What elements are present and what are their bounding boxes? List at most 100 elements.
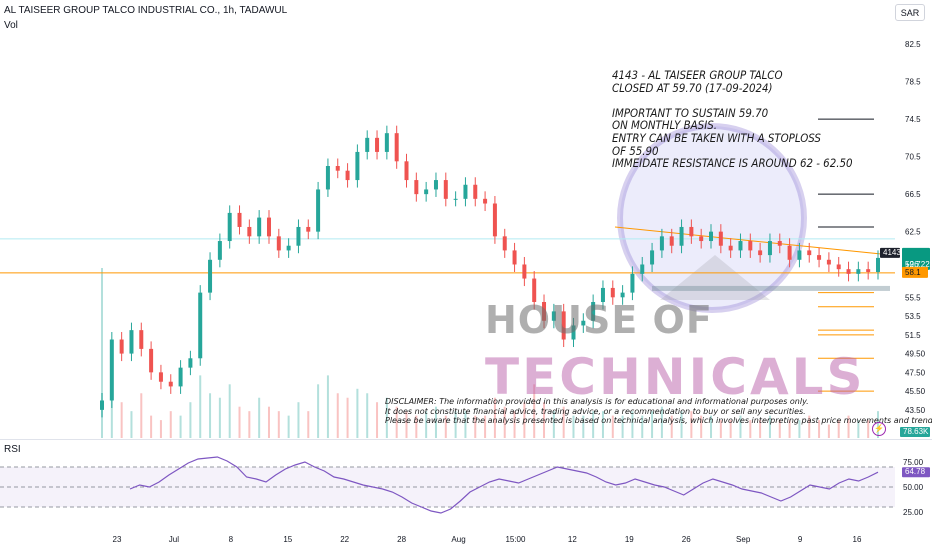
volume-bar: [425, 411, 428, 438]
volume-bar: [395, 406, 398, 438]
candle-body: [581, 320, 586, 326]
volume-bar: [307, 411, 310, 438]
candle-body: [699, 236, 704, 242]
volume-bar: [788, 420, 791, 438]
volume-indicator-label[interactable]: Vol: [4, 20, 18, 31]
symbol-title[interactable]: AL TAISEER GROUP TALCO INDUSTRIAL CO., 1…: [4, 5, 288, 16]
ticker-badge: 4143: [883, 248, 901, 257]
volume-badge: 78.63K: [903, 427, 929, 436]
candle-body: [522, 264, 527, 279]
candle-body: [876, 257, 880, 272]
candle-body: [433, 180, 438, 190]
candle-body: [728, 245, 733, 251]
volume-bar: [454, 411, 457, 438]
volume-bar: [818, 420, 821, 438]
volume-bar: [110, 384, 113, 438]
volume-bar: [356, 388, 359, 438]
volume-bar: [827, 424, 830, 438]
rsi-indicator-label[interactable]: RSI: [4, 444, 21, 455]
candle-body: [463, 184, 468, 199]
candle-body: [149, 348, 154, 373]
candle-body: [178, 367, 183, 387]
resistance-trendline[interactable]: [614, 226, 891, 256]
volume-bar: [592, 411, 595, 438]
candle-body: [492, 203, 497, 237]
y-tick-label: 78.5: [905, 78, 921, 87]
volume-bar: [562, 406, 565, 438]
volume-bar: [376, 402, 379, 438]
level-badge-bg: [902, 266, 928, 278]
volume-bar: [297, 402, 300, 438]
candle-body: [610, 287, 615, 298]
volume-bar: [621, 415, 624, 438]
volume-bar: [543, 402, 546, 438]
candle-body: [836, 264, 841, 270]
x-tick-label: 15:00: [505, 535, 526, 544]
rsi-tick-label: 25.00: [903, 508, 924, 517]
y-tick-label: 49.50: [905, 350, 926, 359]
volume-bar: [258, 397, 261, 438]
candle-body: [738, 241, 743, 251]
volume-bar: [837, 420, 840, 438]
rsi-value-badge: 64.78: [905, 467, 926, 476]
volume-bar: [729, 420, 732, 438]
candle-body: [826, 259, 831, 265]
volume-bar: [140, 393, 143, 438]
candle-body: [748, 241, 753, 251]
candle-body: [483, 198, 488, 204]
watermark-logo-circle: [617, 123, 807, 313]
candle-body: [571, 325, 576, 340]
volume-bar: [444, 415, 447, 438]
volume-bar: [778, 420, 781, 438]
y-tick-label: 74.5: [905, 115, 921, 124]
candle-body: [100, 400, 104, 410]
disclaimer: DISCLAIMER: The information provided in …: [385, 397, 932, 426]
volume-bar: [552, 411, 555, 438]
candle-body: [276, 236, 281, 251]
candle-body: [296, 226, 301, 246]
analysis-line: ENTRY CAN BE TAKEN WITH A STOPLOSS: [612, 130, 821, 145]
volume-bar: [150, 415, 153, 438]
volume-bar: [159, 420, 162, 438]
volume-bar: [484, 415, 487, 438]
candle-body: [866, 269, 871, 272]
volume-bar: [474, 415, 477, 438]
analysis-line: IMMEIDATE RESISTANCE IS AROUND 62 - 62.5…: [612, 156, 853, 171]
volume-bar: [385, 397, 388, 438]
pane-separator[interactable]: [0, 439, 932, 440]
candle-body: [591, 302, 596, 321]
candle-body: [306, 226, 311, 232]
volume-bar: [533, 384, 536, 438]
x-tick-label: 22: [340, 535, 349, 544]
rsi-line[interactable]: [129, 456, 879, 514]
volume-bar: [248, 411, 251, 438]
candle-body: [718, 231, 723, 246]
candle-body: [650, 250, 655, 265]
rsi-value-badge-bg: [902, 467, 930, 478]
volume-bar: [749, 420, 752, 438]
volume-bar: [759, 420, 762, 438]
disclaimer-line: DISCLAIMER: The information provided in …: [385, 397, 809, 406]
watermark-logo-line2: TECHNICALS: [485, 348, 866, 406]
volume-bar: [601, 411, 604, 438]
last-price-badge: 59.7: [905, 260, 921, 269]
lightning-icon[interactable]: ⚡: [872, 422, 886, 436]
candle-body: [679, 226, 684, 246]
watermark-logo-line1: HOUSE OF: [485, 298, 713, 342]
currency-button[interactable]: SAR: [895, 4, 925, 21]
volume-bar: [631, 411, 634, 438]
candle-body: [266, 217, 271, 237]
candle-body: [767, 241, 772, 256]
candle-body: [375, 137, 380, 152]
support-zone[interactable]: [652, 285, 890, 291]
volume-bar: [641, 415, 644, 438]
y-tick-label: 43.50: [905, 406, 926, 415]
candle-body: [345, 170, 350, 181]
volume-bar: [326, 375, 329, 438]
volume-bar: [867, 420, 870, 438]
x-tick-label: 12: [568, 535, 577, 544]
x-tick-label: Jul: [169, 535, 179, 544]
candle-body: [404, 161, 409, 181]
volume-bar: [719, 420, 722, 438]
